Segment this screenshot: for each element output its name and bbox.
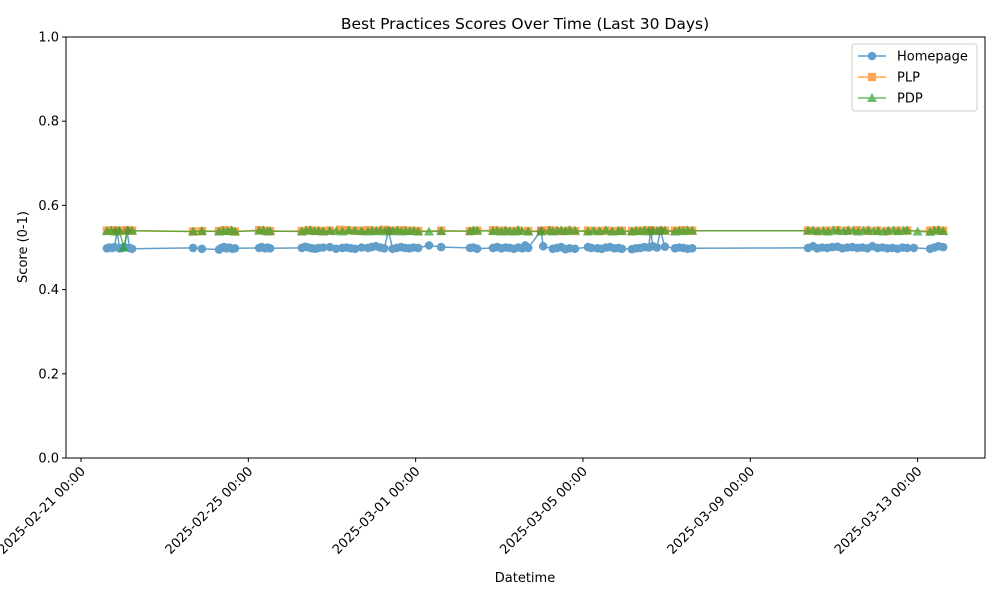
y-tick-label: 0.6 [38,199,59,214]
data-point-marker [356,226,367,236]
series-layer [101,224,949,254]
data-point-marker [523,226,534,236]
data-point-marker [587,243,596,253]
legend-item-homepage: Homepage [858,50,968,65]
data-point-marker [600,225,611,235]
legend-swatch [858,51,886,61]
data-point-marker [472,244,482,254]
legend: Homepage PLP PDP [851,43,978,112]
data-point-marker [588,225,599,235]
data-point-marker [909,243,919,253]
legend-label: PLP [897,71,920,86]
data-point-marker [114,225,125,235]
plot-frame [65,36,986,459]
data-point-marker [912,226,923,236]
data-point-marker [127,225,138,235]
data-point-marker [938,226,949,236]
data-point-marker [265,226,276,236]
data-point-marker [652,243,662,252]
data-point-marker [336,225,345,235]
data-point-marker [127,244,137,254]
data-point-marker [413,243,423,253]
data-point-marker [660,242,670,251]
data-point-marker [570,225,581,235]
data-point-marker [436,242,446,252]
y-tick-label: 1.0 [38,31,59,46]
legend-label: PDP [897,92,923,107]
data-point-marker [617,244,627,254]
data-point-marker [118,242,129,252]
data-point-marker [687,225,698,235]
data-point-marker [424,226,435,236]
data-point-marker [616,226,627,236]
data-point-marker [472,225,483,235]
x-axis-label: Datetime [495,571,555,586]
y-tick-label: 0.2 [38,367,59,382]
y-axis: 0.0 0.2 0.4 0.6 0.8 1.0 [38,31,66,467]
y-tick-label: 0.4 [38,283,59,298]
y-axis-label: Score (0-1) [16,211,31,283]
data-point-marker [424,241,434,250]
legend-swatch [858,72,886,82]
data-point-marker [196,226,207,236]
data-point-marker [324,225,335,235]
data-point-marker [331,226,342,236]
data-point-marker [687,244,697,253]
series-pdp [101,224,949,252]
data-point-marker [536,226,547,236]
data-point-marker [230,244,240,253]
y-tick-label: 0.8 [38,115,59,130]
data-point-marker [659,225,670,235]
data-point-marker [902,243,912,253]
data-point-marker [350,244,360,254]
legend-item-pdp: PDP [858,92,923,107]
legend-item-plp: PLP [858,71,920,86]
square-marker-icon [867,72,877,82]
legend-label: Homepage [897,50,968,65]
legend-swatch [858,93,886,102]
data-point-marker [538,241,548,251]
data-point-marker [570,244,580,254]
data-point-marker [379,244,389,253]
y-tick-label: 0.0 [38,452,59,467]
legend-box [851,43,978,112]
data-point-marker [523,243,533,253]
data-point-marker [229,226,240,236]
data-point-marker [188,243,198,253]
data-point-marker [318,243,328,252]
chart-title: Best Practices Scores Over Time (Last 30… [341,15,709,33]
data-point-marker [188,226,199,236]
data-point-marker [197,244,207,254]
circle-marker-icon [867,51,877,61]
data-point-marker [265,244,275,253]
data-point-marker [349,225,360,235]
data-point-marker [331,244,341,254]
data-point-marker [436,226,447,236]
data-point-marker [938,242,948,252]
triangle-marker-icon [867,93,877,102]
data-point-marker [343,225,354,235]
data-point-marker [902,225,913,235]
data-point-marker [413,226,424,236]
data-point-marker [357,243,366,252]
